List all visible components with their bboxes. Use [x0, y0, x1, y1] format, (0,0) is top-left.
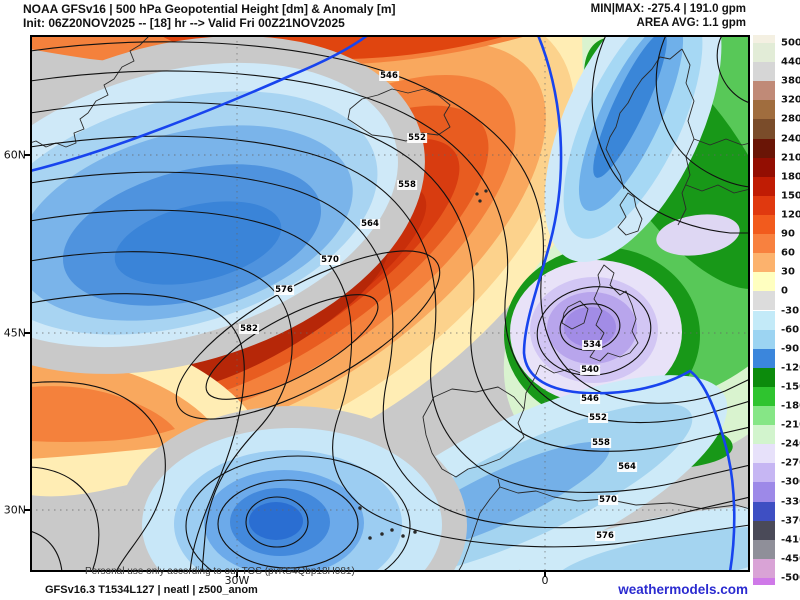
- colorbar-segment: [753, 138, 775, 158]
- colorbar-tick-label: 30: [781, 266, 795, 278]
- chart-subtitle: Init: 06Z20NOV2025 -- [18] hr --> Valid …: [23, 16, 345, 30]
- colorbar-tick-label: 440: [781, 56, 800, 68]
- colorbar-tick-label: 150: [781, 190, 800, 202]
- colorbar-segment: [753, 176, 775, 196]
- colorbar-segment: [753, 43, 775, 63]
- baltic-coast: [685, 138, 750, 194]
- colorbar-tick-label: 180: [781, 171, 800, 183]
- colorbar-segment: [753, 501, 775, 521]
- colorbar-tick-label: -150: [781, 381, 800, 393]
- colorbar-tick-label: 280: [781, 113, 800, 125]
- colorbar-segment: [753, 386, 775, 407]
- lat-tick: [24, 154, 30, 156]
- colorbar-segment: [753, 119, 775, 139]
- colorbar-segment: [753, 81, 775, 101]
- colorbar-tick-label: 60: [781, 247, 795, 259]
- lon-label: 0: [541, 574, 549, 587]
- map-frame: [30, 35, 750, 572]
- colorbar-segment: [753, 100, 775, 120]
- colorbar-tick-label: 0: [781, 285, 788, 297]
- colorbar-tick-label: -500: [781, 572, 800, 584]
- colorbar-segment: [753, 444, 775, 464]
- colorbar-segment: [753, 195, 775, 215]
- colorbar-tick-label: 500: [781, 37, 800, 49]
- colorbar-tick-label: -300: [781, 476, 800, 488]
- colorbar-segment: [753, 272, 775, 292]
- colorbar-tick-label: 380: [781, 75, 800, 87]
- colorbar-tick-label: 210: [781, 152, 800, 164]
- colorbar-segment: [753, 348, 775, 368]
- lat-tick: [24, 509, 30, 511]
- anomaly-colorbar: [753, 35, 775, 585]
- colorbar-tick-label: -330: [781, 496, 800, 508]
- colorbar-segment: [753, 578, 775, 585]
- colorbar-segment: [753, 406, 775, 426]
- colorbar-segment: [753, 291, 775, 311]
- site-link[interactable]: weathermodels.com: [618, 582, 748, 597]
- colorbar-segment: [753, 253, 775, 273]
- area-avg-value: AREA AVG: 1.1 gpm: [636, 17, 746, 29]
- uk-low-purple-fill: [510, 260, 682, 404]
- colorbar-segment: [753, 539, 775, 559]
- colorbar-tick-label: 90: [781, 228, 795, 240]
- height-contours: [30, 35, 750, 572]
- minmax-value: MIN|MAX: -275.4 | 191.0 gpm: [590, 3, 746, 15]
- subtropical-low-fill: [117, 406, 467, 572]
- colorbar-segment: [753, 482, 775, 502]
- colorbar-tick-label: 240: [781, 133, 800, 145]
- lon-tick: [236, 572, 238, 577]
- iberia-coast: [422, 386, 525, 478]
- lat-label: 30N: [3, 503, 26, 517]
- colorbar-segment: [753, 425, 775, 445]
- colorbar-tick-label: 320: [781, 94, 800, 106]
- colorbar-tick-label: -90: [781, 343, 800, 355]
- colorbar-tick-label: -450: [781, 553, 800, 565]
- colorbar-tick-label: -270: [781, 457, 800, 469]
- colorbar-segment: [753, 367, 775, 387]
- denmark-coast: [617, 192, 643, 236]
- colorbar-segment: [753, 157, 775, 177]
- colorbar-segment: [753, 520, 775, 540]
- tos-watermark: Personal use only according to our TOS (…: [85, 566, 355, 577]
- graticule: [30, 35, 750, 572]
- colorbar-segment: [753, 558, 775, 578]
- anomaly-map: 546 552 558 564 570 576 582 534 540 546 552 558 564 5…: [30, 35, 750, 572]
- colorbar-segment: [753, 329, 775, 349]
- britain-coast: [589, 264, 639, 362]
- chart-title: NOAA GFSv16 | 500 hPa Geopotential Heigh…: [23, 2, 396, 16]
- colorbar-segment: [753, 62, 775, 82]
- iceland-coast: [347, 88, 451, 142]
- header-left: NOAA GFSv16 | 500 hPa Geopotential Heigh…: [23, 2, 396, 30]
- lat-label: 45N: [3, 326, 26, 340]
- colorbar-tick-label: -180: [781, 400, 800, 412]
- colorbar-tick-label: -370: [781, 515, 800, 527]
- colorbar-tick-label: 120: [781, 209, 800, 221]
- colorbar-segment: [753, 310, 775, 330]
- lon-tick: [544, 572, 546, 577]
- colorbar-tick-label: -120: [781, 362, 800, 374]
- ireland-coast: [561, 300, 589, 330]
- colorbar-segment: [753, 234, 775, 254]
- colorbar-segment: [753, 35, 775, 43]
- lon-label: 30W: [224, 574, 250, 587]
- colorbar-tick-label: -210: [781, 419, 800, 431]
- lat-tick: [24, 332, 30, 334]
- model-info-text: GFSv16.3 T1534L127 | neatl | z500_anom: [45, 584, 258, 596]
- header-right: MIN|MAX: -275.4 | 191.0 gpm AREA AVG: 1.…: [591, 2, 746, 30]
- colorbar-tick-label: -410: [781, 534, 800, 546]
- colorbar-tick-label: -240: [781, 438, 800, 450]
- colorbar-tick-label: -60: [781, 324, 800, 336]
- colorbar-segment: [753, 463, 775, 483]
- jet-contour-blue: [30, 35, 736, 572]
- colorbar-tick-label: -30: [781, 305, 800, 316]
- lat-label: 60N: [3, 148, 26, 162]
- colorbar-segment: [753, 214, 775, 235]
- map-canvas: [30, 35, 750, 572]
